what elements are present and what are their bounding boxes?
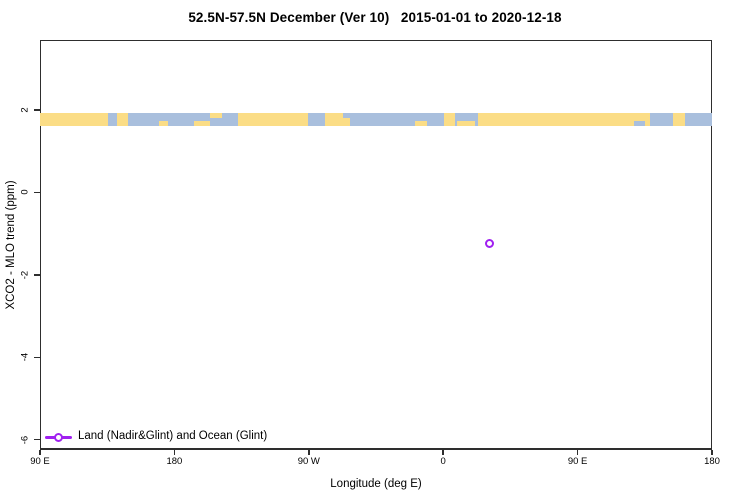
band-segment-ocean: [650, 112, 673, 127]
band-segment-ocean: [684, 112, 712, 127]
x-axis-tick: [711, 449, 713, 455]
y-axis-tick: [33, 191, 40, 194]
y-axis-tick-label: -2: [19, 270, 31, 280]
band-segment-ocean: [307, 112, 325, 127]
data-point-marker: [484, 239, 494, 249]
legend-label: Land (Nadir&Glint) and Ocean (Glint): [78, 430, 268, 442]
y-axis-tick-label: 0: [19, 189, 31, 196]
x-axis-tick-label: 180: [704, 456, 720, 467]
x-axis-tick: [308, 449, 310, 455]
band-fleck-land: [193, 121, 211, 127]
band-fleck-land: [414, 121, 427, 127]
y-axis-tick: [33, 109, 40, 111]
band-segment-land: [443, 112, 455, 127]
band-fleck-land: [210, 112, 223, 118]
y-axis-tick-label: 2: [19, 107, 31, 113]
x-axis-tick-label: 180: [166, 456, 183, 467]
band-segment-land: [238, 112, 308, 127]
x-axis-tick-label: 90 W: [297, 456, 320, 467]
chart-title: 52.5N-57.5N December (Ver 10) 2015-01-01…: [188, 10, 562, 25]
band-fleck-land: [159, 121, 169, 127]
legend-circle-marker-icon: [54, 432, 63, 442]
y-axis-tick: [33, 356, 40, 359]
band-segment-ocean: [350, 112, 444, 127]
x-axis-tick: [576, 449, 579, 455]
band-segment-land: [477, 112, 651, 127]
x-axis-tick-label: 90 E: [567, 456, 588, 467]
plot-area: [40, 40, 712, 450]
band-fleck-ocean: [343, 112, 353, 118]
band-segment-land: [673, 112, 685, 127]
band-fleck-land: [456, 121, 475, 127]
band-segment-land: [117, 112, 129, 127]
y-axis-label: XCO2 - MLO trend (ppm): [5, 180, 17, 310]
x-axis-tick: [39, 449, 41, 455]
band-fleck-ocean: [634, 121, 645, 127]
y-axis-tick-label: -6: [19, 435, 31, 444]
x-axis-tick-label: 90 E: [30, 456, 50, 467]
x-axis-tick-label: 0: [440, 456, 446, 467]
y-axis-tick-label: -4: [19, 353, 31, 362]
band-segment-land: [40, 112, 108, 127]
y-axis-tick: [33, 274, 40, 276]
band-segment-ocean: [107, 112, 118, 127]
y-axis-tick: [33, 438, 40, 441]
x-axis-tick: [173, 449, 176, 455]
x-axis-label: Longitude (deg E): [330, 478, 422, 490]
x-axis-tick: [442, 449, 444, 455]
